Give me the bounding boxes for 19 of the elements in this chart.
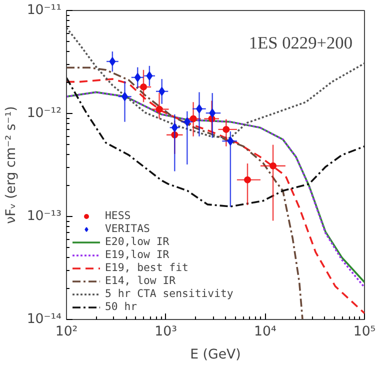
x-tick-label: 10²	[55, 324, 78, 340]
y-tick-label: 10⁻¹⁴	[26, 312, 62, 327]
legend-label: VERITAS	[105, 222, 150, 235]
legend-label: E19, best fit	[105, 261, 188, 274]
text: 1ES 0229+200	[248, 34, 352, 52]
legend-label: E20,low IR	[105, 235, 170, 248]
x-tick-label: 10³	[154, 324, 177, 340]
legend-label: 50 hr	[105, 300, 138, 313]
y-tick-label: 10⁻¹¹	[26, 3, 62, 18]
legend-label: 5 hr CTA sensitivity	[105, 287, 234, 300]
x-axis-title: E (GeV)	[190, 348, 241, 362]
y-tick-label: 10⁻¹²	[26, 106, 62, 121]
x-tick-label: 10⁴	[254, 324, 276, 340]
legend-label: E14, low IR	[105, 274, 176, 287]
x-tick-label: 10⁵	[353, 324, 376, 340]
legend-label: E19,low IR	[105, 248, 170, 261]
y-axis-title: νFᵥ (erg cm⁻² s⁻¹)	[4, 106, 19, 224]
legend-label: HESS	[105, 209, 131, 222]
y-tick-label: 10⁻¹³	[26, 209, 62, 224]
